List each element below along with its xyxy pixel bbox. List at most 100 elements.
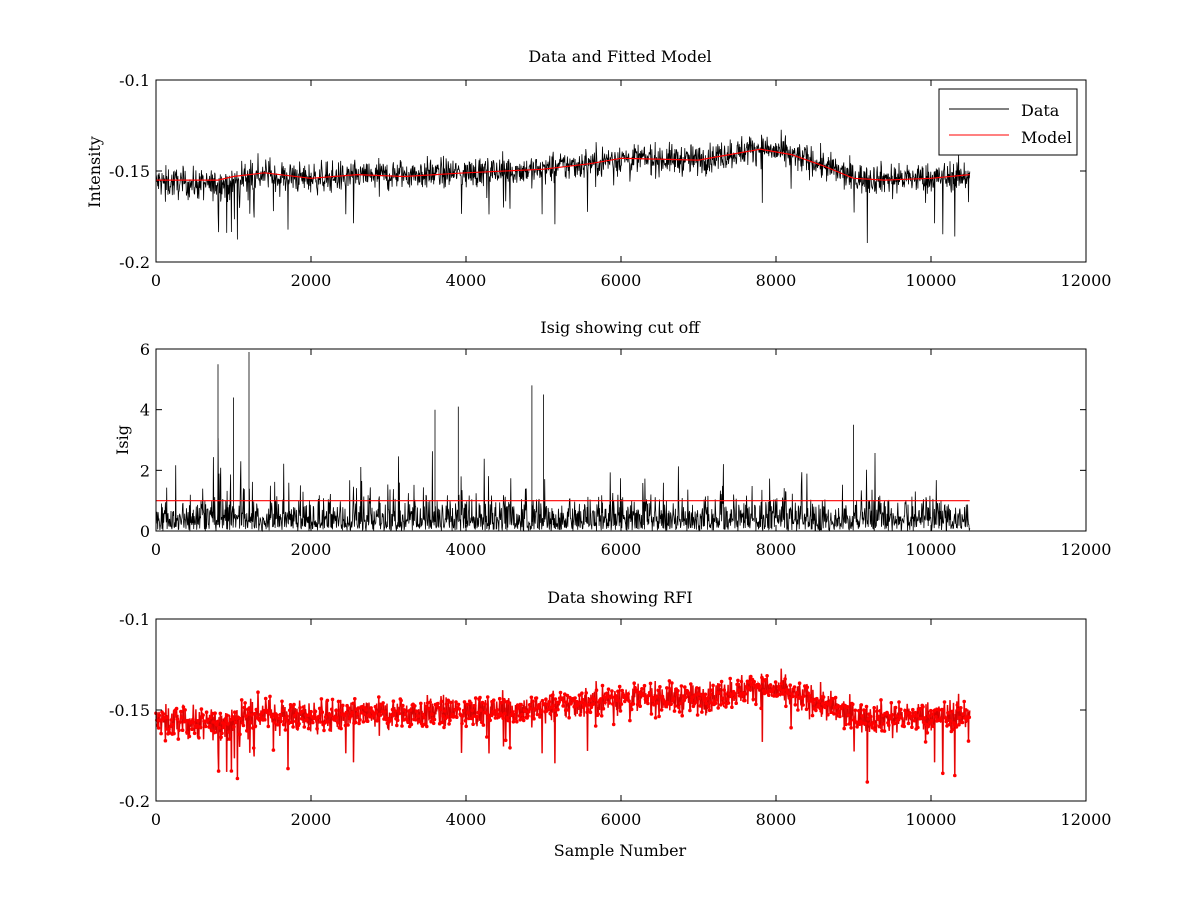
rfi-point [173, 712, 178, 717]
rfi-point [573, 696, 577, 700]
rfi-point [890, 713, 894, 717]
rfi-point [317, 714, 321, 719]
rfi-point [178, 720, 182, 724]
rfi-point [618, 709, 623, 713]
rfi-point [326, 719, 331, 724]
rfi-point [629, 707, 634, 712]
rfi-point [289, 720, 294, 724]
rfi-point [446, 698, 451, 703]
rfi-point [930, 712, 935, 716]
rfi-point [542, 702, 546, 706]
rfi-point [846, 713, 851, 717]
rfi-point [203, 724, 208, 729]
rfi-point [577, 693, 582, 697]
rfi-point [526, 714, 530, 718]
rfi-point [707, 708, 712, 713]
rfi-point [538, 715, 542, 719]
rfi-point [869, 714, 873, 719]
rfi-point [355, 712, 360, 716]
rfi-point [828, 700, 833, 704]
rfi-point [536, 705, 540, 710]
rfi-point [717, 683, 721, 687]
rfi-point [716, 706, 720, 710]
y-tick-label: -0.15 [109, 701, 150, 720]
rfi-point [420, 724, 425, 728]
rfi-point [480, 700, 485, 705]
rfi-point [377, 695, 381, 699]
rfi-point [470, 708, 475, 712]
rfi-point [655, 701, 660, 705]
panel-3-ticks: 0 2000 4000 6000 8000 10000 12000 -0.1 -0.15 -0.2 [109, 610, 1111, 829]
rfi-point [875, 714, 880, 719]
rfi-point [281, 722, 286, 727]
rfi-point [328, 728, 332, 732]
rfi-point [213, 711, 217, 715]
rfi-point [941, 708, 946, 712]
rfi-point [351, 701, 355, 706]
rfi-point [438, 707, 443, 712]
rfi-point [817, 699, 822, 703]
rfi-point [687, 692, 691, 696]
x-tick-label: 10000 [906, 540, 957, 559]
rfi-point [671, 696, 676, 701]
rfi-point [439, 699, 444, 704]
rfi-point [395, 723, 399, 728]
rfi-point [503, 738, 508, 743]
rfi-point [374, 710, 379, 714]
x-tick-label: 0 [151, 271, 161, 290]
rfi-point [495, 708, 499, 712]
rfi-point [441, 714, 445, 718]
rfi-point [551, 693, 555, 697]
rfi-point [165, 715, 169, 720]
rfi-point [306, 726, 311, 731]
series-data-line [155, 129, 971, 244]
rfi-point [912, 718, 917, 723]
rfi-point [564, 700, 569, 704]
rfi-point [349, 713, 354, 718]
rfi-point [588, 710, 593, 715]
rfi-point [231, 717, 235, 721]
rfi-point [633, 685, 637, 690]
rfi-point [795, 690, 799, 695]
y-tick-label: -0.1 [119, 610, 150, 629]
rfi-point [299, 716, 304, 721]
rfi-point [730, 705, 734, 709]
x-tick-label: 6000 [601, 810, 642, 829]
rfi-point [782, 692, 786, 696]
rfi-point [893, 721, 897, 726]
rfi-point [833, 695, 838, 700]
rfi-point [169, 718, 174, 722]
legend-model-label: Model [1021, 128, 1072, 147]
rfi-point [915, 714, 919, 718]
rfi-point [172, 731, 176, 736]
rfi-point [675, 692, 679, 697]
rfi-point [771, 687, 775, 691]
rfi-point [865, 780, 870, 784]
rfi-point [201, 713, 205, 717]
rfi-point [183, 708, 187, 712]
rfi-point [533, 707, 537, 711]
rfi-point [901, 721, 906, 726]
rfi-point [948, 719, 953, 723]
rfi-point [155, 723, 160, 727]
rfi-point [619, 702, 624, 706]
rfi-point [680, 713, 684, 718]
rfi-point [492, 712, 497, 716]
panel-3-xlabel: Sample Number [554, 841, 687, 860]
rfi-point [204, 710, 209, 714]
rfi-point [876, 717, 881, 722]
rfi-point [244, 714, 248, 718]
rfi-point [443, 709, 447, 713]
rfi-point [947, 722, 952, 727]
legend: Data Model [938, 88, 1078, 156]
rfi-point [678, 701, 683, 706]
rfi-point [547, 699, 552, 704]
x-tick-label: 12000 [1061, 540, 1112, 559]
rfi-point [579, 700, 583, 705]
rfi-point [465, 702, 469, 707]
rfi-point [647, 693, 651, 698]
rfi-point [350, 710, 355, 715]
rfi-point [781, 688, 786, 693]
rfi-point [461, 708, 466, 713]
rfi-point [300, 709, 305, 713]
